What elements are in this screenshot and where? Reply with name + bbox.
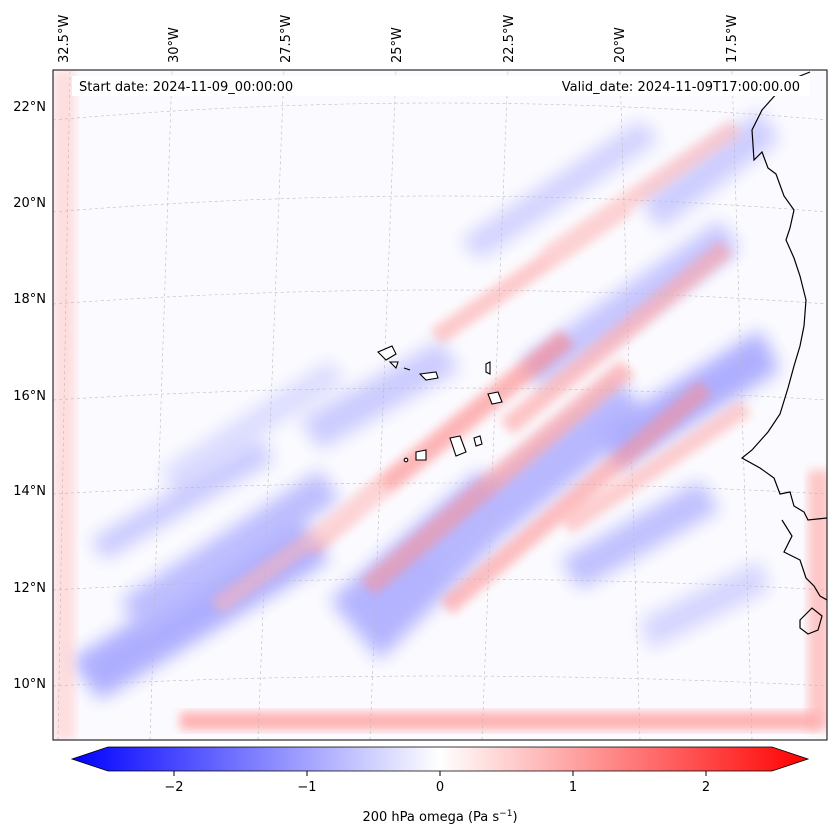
coastline bbox=[740, 71, 827, 635]
lon-label-17-5w: 17.5°W bbox=[725, 15, 740, 63]
lon-label-25w: 25°W bbox=[390, 27, 405, 63]
longitude-labels: 32.5°W 30°W 27.5°W 25°W 22.5°W 20°W 17.5… bbox=[57, 15, 740, 63]
colorbar-ticks bbox=[173, 771, 707, 776]
colorbar-label: 200 hPa omega (Pa s−1) bbox=[362, 809, 517, 825]
colorbar: −2 −1 0 1 2 200 hPa omega (Pa s−1) bbox=[70, 746, 810, 825]
lat-label-14n: 14°N bbox=[13, 484, 46, 499]
lon-label-27-5w: 27.5°W bbox=[279, 15, 294, 63]
map-panel: Start date: 2024-11-09_00:00:00 Valid_da… bbox=[52, 69, 828, 741]
map-frame bbox=[52, 69, 828, 741]
africa-coastline bbox=[740, 71, 827, 521]
header-bar bbox=[72, 76, 810, 96]
colorbar-label-suffix: ) bbox=[512, 810, 517, 825]
colorbar-tick-1: 1 bbox=[569, 780, 577, 795]
lat-label-16n: 16°N bbox=[13, 389, 46, 404]
colorbar-tick-minus-2: −2 bbox=[164, 780, 183, 795]
start-date-label: Start date: 2024-11-09_00:00:00 bbox=[79, 80, 293, 95]
graticule bbox=[53, 70, 827, 740]
colorbar-tick-0: 0 bbox=[436, 780, 444, 795]
lat-label-10n: 10°N bbox=[13, 677, 46, 692]
colorbar-label-exponent: −1 bbox=[499, 809, 512, 819]
lat-label-22n: 22°N bbox=[13, 100, 46, 115]
lat-label-12n: 12°N bbox=[13, 581, 46, 596]
colorbar-label-main: 200 hPa omega (Pa s bbox=[362, 810, 499, 825]
lat-label-20n: 20°N bbox=[13, 196, 46, 211]
lon-label-32-5w: 32.5°W bbox=[57, 15, 72, 63]
lon-label-30w: 30°W bbox=[167, 27, 182, 63]
valid-date-label: Valid_date: 2024-11-09T17:00:00.00 bbox=[562, 80, 800, 95]
lon-label-22-5w: 22.5°W bbox=[502, 15, 517, 63]
colorbar-body bbox=[70, 746, 810, 772]
colorbar-tick-2: 2 bbox=[702, 780, 710, 795]
cape-verde-islands bbox=[377, 345, 503, 463]
latitude-labels: 22°N 20°N 18°N 16°N 14°N 12°N 10°N bbox=[13, 100, 46, 692]
omega-field bbox=[53, 70, 827, 740]
lon-label-20w: 20°W bbox=[613, 27, 628, 63]
lat-label-18n: 18°N bbox=[13, 292, 46, 307]
colorbar-tick-minus-1: −1 bbox=[297, 780, 316, 795]
